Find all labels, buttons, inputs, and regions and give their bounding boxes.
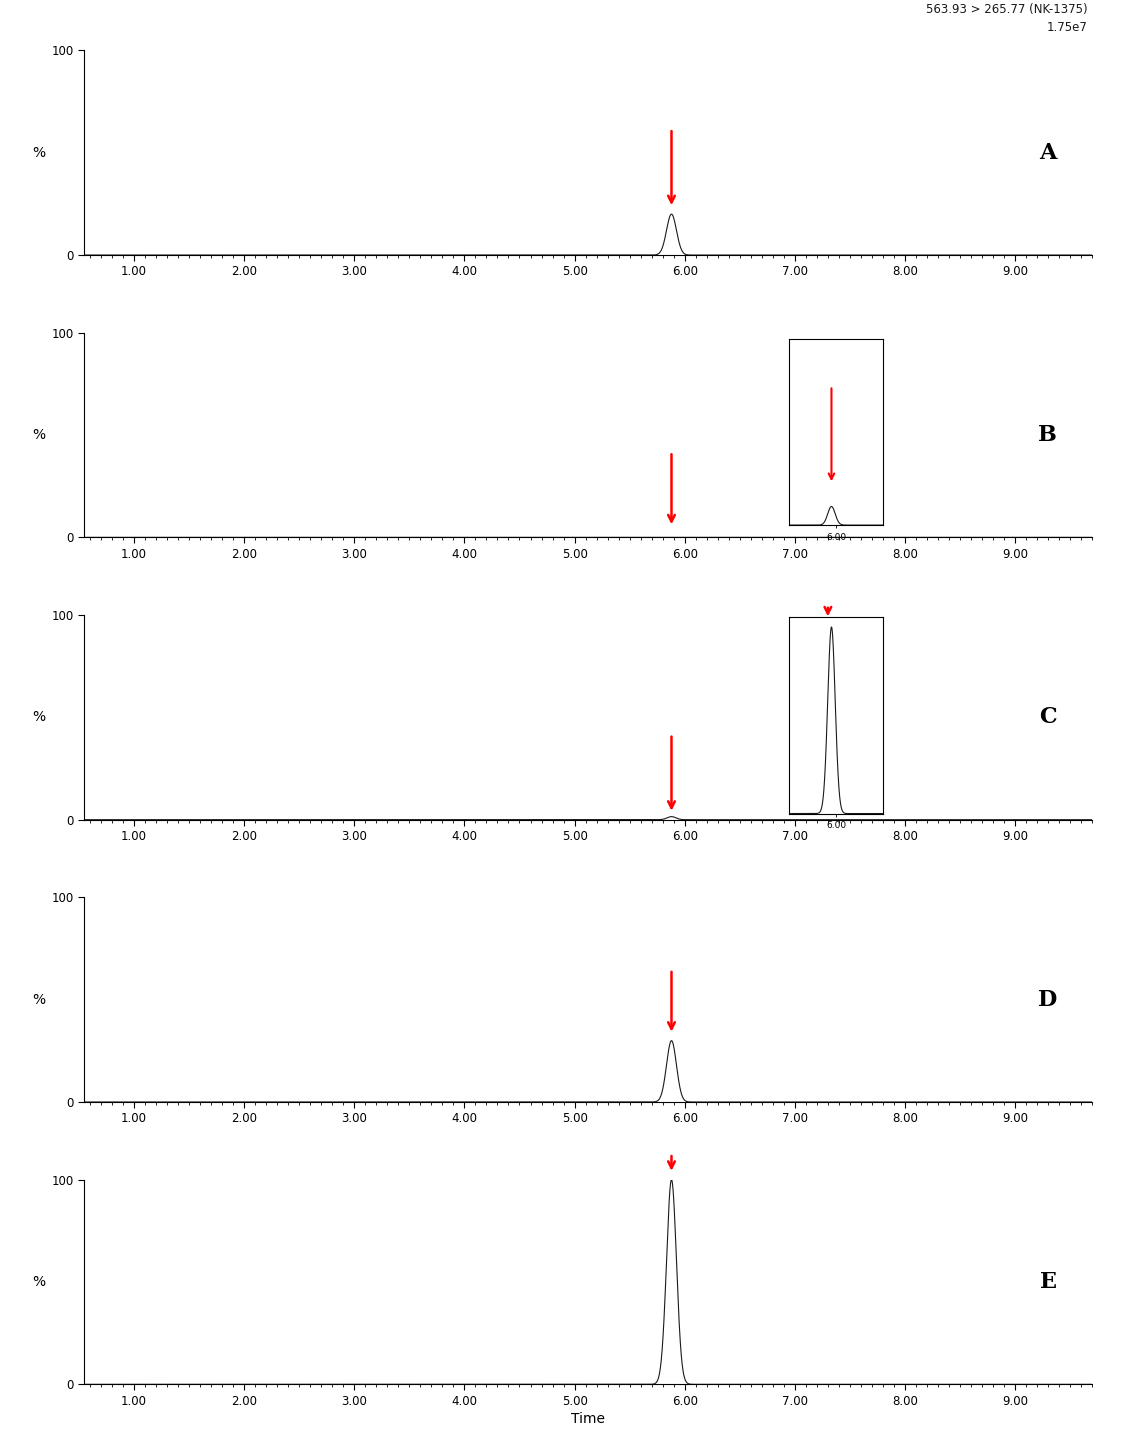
Text: %: % [33,146,46,160]
Text: A: A [1039,141,1057,164]
Text: %: % [33,711,46,724]
Text: %: % [33,428,46,443]
Text: %: % [33,1275,46,1289]
Text: C: C [1039,707,1057,728]
Text: MRM of 4 Channels ES+
563.93 > 265.77 (NK-1375)
1.75e7: MRM of 4 Channels ES+ 563.93 > 265.77 (N… [926,0,1088,35]
Text: D: D [1038,989,1057,1011]
Text: E: E [1040,1270,1057,1293]
Text: %: % [33,992,46,1007]
X-axis label: Time: Time [571,1412,606,1426]
Text: B: B [1038,424,1057,446]
